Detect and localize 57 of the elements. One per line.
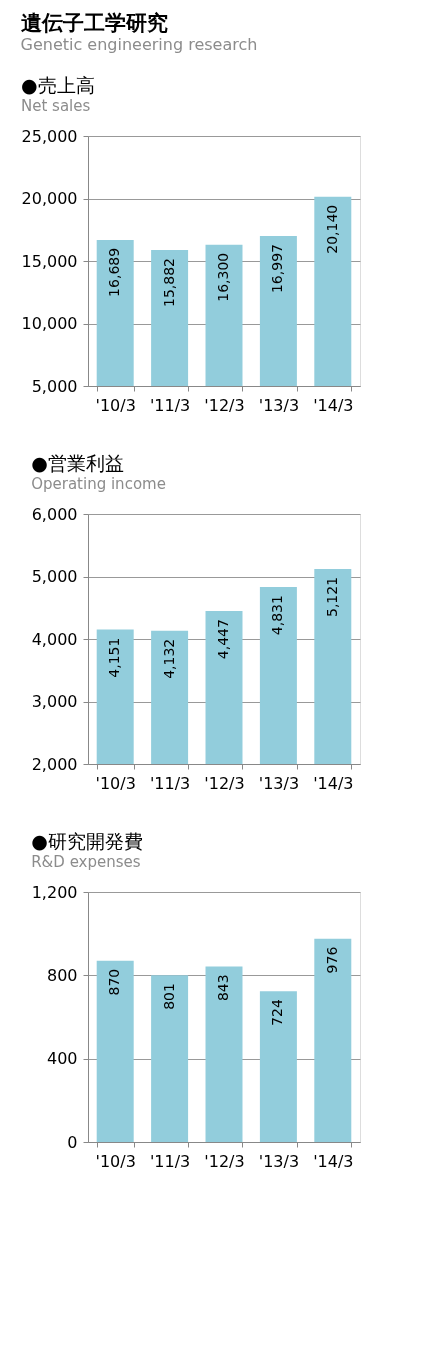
y-tick-label: 20,000	[21, 189, 78, 208]
data-label: 4,831	[269, 595, 286, 636]
text: 遺伝子工学研究	[20, 10, 168, 35]
y-tick-label: 25,000	[21, 126, 78, 146]
y-tick-label: 3,000	[31, 692, 78, 711]
chart-subtitle: Operating income	[31, 475, 166, 493]
data-label: 20,140	[323, 204, 340, 254]
chart-title: ●営業利益	[31, 452, 124, 474]
data-label: 870	[106, 968, 123, 996]
data-label: 843	[215, 974, 231, 1002]
x-tick-label: '12/3	[204, 1151, 245, 1171]
bar	[151, 975, 189, 1142]
data-label: 5,121	[323, 576, 340, 618]
y-tick-label: 10,000	[21, 314, 78, 333]
bar	[259, 991, 297, 1142]
y-tick-label: 15,000	[21, 251, 78, 271]
data-label: 4,447	[215, 619, 231, 660]
x-tick-label: '13/3	[258, 395, 300, 415]
x-tick-label: '14/3	[313, 1151, 354, 1171]
x-tick-label: '11/3	[149, 395, 191, 415]
x-tick-label: '11/3	[149, 773, 191, 793]
x-tick-label: '12/3	[204, 773, 245, 793]
data-label: 16,300	[215, 252, 231, 302]
text: Genetic engineering research	[20, 34, 258, 54]
y-tick-label: 5,000	[31, 567, 78, 586]
data-label: 801	[160, 983, 177, 1010]
data-label: 4,132	[160, 638, 177, 679]
data-label: 16,997	[269, 244, 286, 294]
bar	[96, 960, 134, 1142]
chart-title: ●研究開発費	[31, 830, 143, 852]
data-label: 976	[323, 946, 340, 974]
data-label: 16,689	[106, 247, 123, 297]
x-tick-label: '12/3	[204, 395, 245, 415]
chart-subtitle: Net sales	[21, 97, 91, 115]
y-tick-label: 400	[46, 1049, 78, 1069]
chart-title: ●売上高	[21, 74, 95, 96]
y-tick-label: 2,000	[31, 754, 78, 774]
y-tick-label: 800	[46, 965, 78, 985]
x-tick-label: '11/3	[149, 1151, 191, 1171]
x-tick-label: '10/3	[95, 1151, 136, 1171]
x-tick-label: '10/3	[95, 395, 136, 415]
chart-subtitle: R&D expenses	[31, 853, 141, 871]
y-tick-label: 4,000	[31, 629, 78, 649]
x-tick-label: '10/3	[95, 773, 136, 793]
x-tick-label: '13/3	[258, 1151, 300, 1171]
x-tick-label: '13/3	[258, 773, 300, 793]
x-tick-label: '14/3	[313, 773, 354, 793]
data-label: 724	[269, 999, 286, 1026]
bar	[205, 966, 243, 1142]
data-label: 15,882	[160, 257, 177, 307]
y-tick-label: 1,200	[31, 882, 78, 902]
data-label: 4,151	[106, 637, 123, 678]
bar	[314, 938, 352, 1142]
y-tick-label: 5,000	[31, 376, 78, 396]
x-tick-label: '14/3	[313, 395, 354, 415]
y-tick-label: 0	[67, 1132, 78, 1152]
y-tick-label: 6,000	[31, 504, 78, 524]
